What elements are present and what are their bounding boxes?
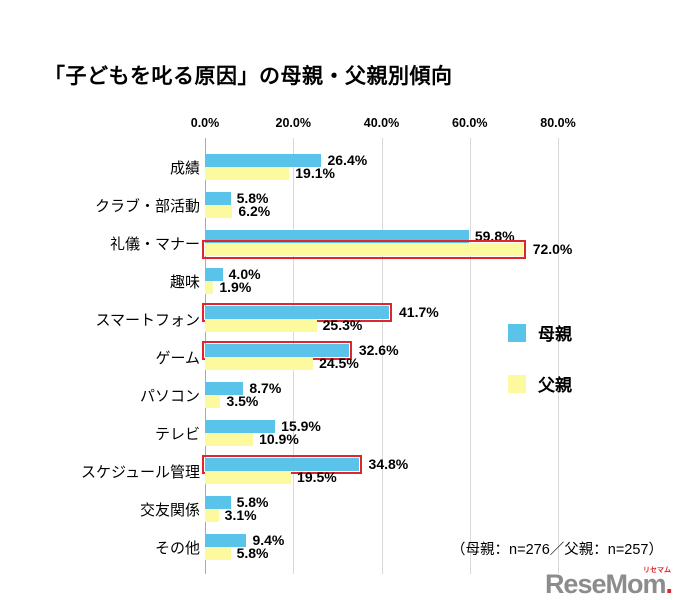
- bar-mother: [205, 420, 276, 433]
- resemom-logo: ReseMom. リセマム: [544, 567, 673, 599]
- value-label: 24.5%: [319, 355, 359, 371]
- legend-label: 父親: [538, 376, 572, 395]
- value-label: 5.8%: [236, 494, 269, 510]
- value-label: 15.9%: [281, 418, 321, 434]
- category-label: 趣味: [169, 273, 200, 291]
- chart-row: 礼儀・マナー 59.8% 72.0%: [40, 224, 670, 262]
- bar-father: [205, 281, 214, 294]
- x-axis-tick: 0.0%: [190, 116, 220, 130]
- sample-size-note: （母親：n=276／父親：n=257）: [451, 542, 663, 558]
- bar-mother: [202, 455, 362, 474]
- x-axis-tick: 80.0%: [540, 116, 576, 130]
- value-label: 59.8%: [474, 228, 515, 244]
- bar-rows: 成績 26.4% 19.1% クラブ・部活動 5.8% 6.2% 礼儀・マナー 59.8% 72…: [40, 148, 670, 566]
- category-label: テレビ: [154, 425, 200, 443]
- chart-row: パソコン 8.7% 3.5%: [40, 376, 670, 414]
- value-label: 1.9%: [219, 279, 252, 295]
- gridline: [469, 138, 471, 574]
- bar-father: [205, 319, 317, 332]
- gridline: [381, 138, 383, 574]
- resemom-logo-subtext: リセマム: [643, 567, 671, 574]
- value-label: 3.1%: [224, 507, 257, 523]
- value-label: 5.8%: [236, 190, 269, 206]
- chart-row: クラブ・部活動 5.8% 6.2%: [40, 186, 670, 224]
- x-axis-tick: 40.0%: [363, 116, 400, 130]
- category-label: クラブ・部活動: [94, 197, 200, 215]
- category-label: ゲーム: [155, 349, 200, 367]
- bar-mother: [205, 534, 247, 547]
- chart-row: 交友関係 5.8% 3.1%: [40, 490, 670, 528]
- category-label: 成績: [169, 159, 200, 177]
- bar-father: [205, 395, 221, 408]
- value-label: 10.9%: [259, 431, 299, 447]
- resemom-logo-text: ReseMom: [544, 569, 667, 599]
- value-label: 19.1%: [295, 165, 335, 181]
- bar-mother: [205, 230, 469, 243]
- value-label: 41.7%: [399, 304, 439, 320]
- chart-row: スマートフォン 41.7% 25.3%: [40, 300, 670, 338]
- value-label: 25.3%: [322, 317, 363, 333]
- chart-row: 成績 26.4% 19.1%: [40, 148, 670, 186]
- category-label: パソコン: [139, 387, 200, 405]
- bar-mother: [205, 268, 223, 281]
- x-axis-tick: 60.0%: [452, 116, 488, 130]
- legend-item: 父親: [508, 371, 572, 396]
- legend-item: 母親: [508, 320, 572, 345]
- chart-row: テレビ 15.9% 10.9%: [40, 414, 670, 452]
- legend: 母親 父親: [508, 320, 572, 422]
- value-label: 72.0%: [532, 241, 573, 257]
- bar-father: [205, 167, 290, 180]
- value-label: 26.4%: [327, 152, 368, 168]
- bar-mother: [202, 303, 392, 322]
- value-label: 9.4%: [252, 532, 285, 548]
- bar-mother: [205, 496, 231, 509]
- value-label: 4.0%: [228, 266, 261, 282]
- value-label: 5.8%: [236, 545, 269, 561]
- value-label: 32.6%: [358, 342, 399, 358]
- bar-father: [205, 205, 233, 218]
- bar-mother: [202, 341, 352, 360]
- chart-row: ゲーム 32.6% 24.5%: [40, 338, 670, 376]
- legend-label: 母親: [538, 325, 572, 344]
- bar-mother: [205, 192, 231, 205]
- value-label: 19.5%: [297, 469, 337, 485]
- x-axis-tick: 20.0%: [275, 116, 311, 130]
- legend-swatch: [508, 323, 526, 342]
- category-label: その他: [154, 539, 200, 557]
- gridline: [558, 138, 559, 574]
- bar-father: [205, 509, 219, 522]
- chart-row: その他 9.4% 5.8%: [40, 528, 670, 566]
- bar-father: [202, 240, 526, 259]
- bar-mother: [205, 382, 244, 395]
- bar-father: [205, 433, 254, 446]
- bar-father: [205, 471, 292, 484]
- category-label: 礼儀・マナー: [109, 235, 200, 253]
- category-label: スマートフォン: [95, 311, 200, 329]
- chart-row: スケジュール管理 34.8% 19.5%: [40, 452, 670, 490]
- value-label: 6.2%: [238, 203, 271, 219]
- bar-father: [205, 547, 231, 560]
- legend-swatch: [508, 374, 526, 393]
- resemom-logo-dot: .: [665, 569, 673, 599]
- x-axis: 0.0% 20.0% 40.0% 60.0% 80.0%: [191, 116, 576, 134]
- value-label: 34.8%: [368, 456, 409, 472]
- bar-mother: [205, 154, 322, 167]
- value-label: 8.7%: [249, 380, 282, 396]
- bar-father: [205, 357, 314, 370]
- category-label: スケジュール管理: [81, 463, 200, 481]
- value-label: 3.5%: [226, 393, 259, 409]
- chart-row: 趣味 4.0% 1.9%: [40, 262, 670, 300]
- category-label: 交友関係: [139, 501, 200, 519]
- chart-title: 「子どもを叱る原因」の母親・父親別傾向: [44, 65, 453, 88]
